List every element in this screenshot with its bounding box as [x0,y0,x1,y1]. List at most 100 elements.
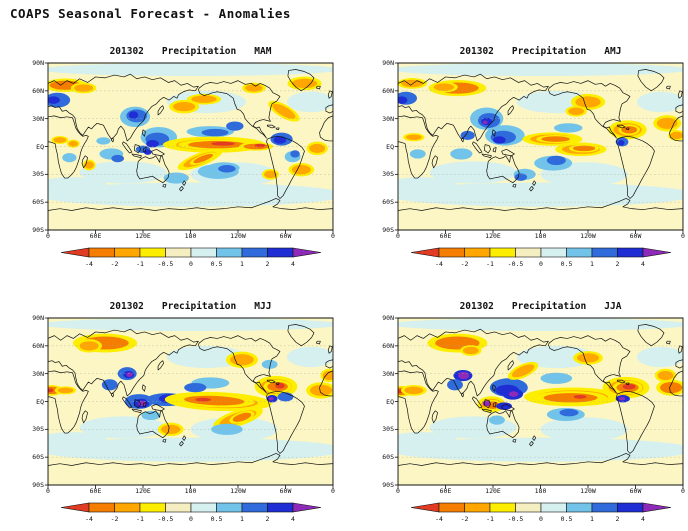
colorbar-svg: -4 -2 -1 -0.5 0 0.5 1 2 4 [410,247,671,268]
panel-title-season: MAM [254,46,272,57]
colorbar: -4 -2 -1 -0.5 0 0.5 1 2 4 [410,502,672,524]
colorbar-tick-label: 2 [615,260,619,268]
panel-title: 201302 Precipitation AMJ [398,46,683,57]
colorbar-segment [489,502,516,513]
colorbar-tick-label: 0.5 [560,515,572,523]
axis-ticks [45,63,333,234]
axis-ticks [395,63,683,234]
colorbar-tick-label: 0 [539,515,543,523]
colorbar-tick-label: -4 [435,260,443,268]
anomaly-field [48,318,333,462]
lon-tick-label: 120W [230,232,246,240]
colorbar-segment [190,247,217,258]
colorbar-tick-label: -2 [110,260,118,268]
colorbar-segment [215,502,242,513]
panel-title-season: AMJ [604,46,622,57]
lon-tick-label: 0 [681,487,685,495]
colorbar-tick-label: -0.5 [507,260,523,268]
colorbar-tick-label: -2 [110,515,118,523]
colorbar-tick-label: -1 [136,260,144,268]
lat-tick-label: 60N [382,86,394,95]
coastlines [48,69,333,230]
colorbar-tick-label: -1 [136,515,144,523]
lon-tick-label: 120W [230,487,246,495]
lon-tick-label: 60E [439,232,452,240]
lon-tick-label: 0 [46,232,50,240]
lat-tick-label: 60S [32,452,44,461]
colorbar-tick-label: -2 [460,260,468,268]
colorbar-tick-label: 1 [240,260,244,268]
colorbar-tick-label: -0.5 [157,515,173,523]
colorbar-tick-label: 2 [615,515,619,523]
lon-tick-label: 60E [439,487,452,495]
world-map [398,63,683,230]
map-panel-jja: 201302 Precipitation JJA 90N 60N 30N EQ 30S 60S… [382,301,685,523]
colorbar-tick-label: -4 [435,515,443,523]
lon-tick-label: 120E [135,232,151,240]
colorbar-segment [139,247,166,258]
lat-tick-label: 90N [382,58,394,67]
colorbar-svg: -4 -2 -1 -0.5 0 0.5 1 2 4 [410,502,671,523]
colorbar-left-arrow [410,247,439,258]
lon-tick-label: 60W [279,487,292,495]
colorbar-tick-label: 0 [189,515,193,523]
world-map [48,63,333,230]
colorbar-segment [266,502,293,513]
colorbar-segment [139,502,166,513]
colorbar-segment [463,247,490,258]
anomaly-field [48,63,333,207]
colorbar: -4 -2 -1 -0.5 0 0.5 1 2 4 [410,247,672,269]
colorbar-segment [438,502,465,513]
lat-tick-label: 90S [382,480,394,489]
colorbar-segment [591,502,618,513]
panel-title-date: 201302 [109,46,144,57]
colorbar-tick-label: 1 [240,515,244,523]
panel-title-season: JJA [604,301,622,312]
lat-tick-label: EQ [386,142,394,151]
lat-tick-label: 30N [382,369,394,378]
world-map [48,318,333,485]
lat-tick-label: EQ [36,397,44,406]
lon-tick-label: 120W [580,487,596,495]
colorbar-tick-label: -0.5 [157,260,173,268]
lon-tick-label: 180 [534,487,547,495]
colorbar-segment [489,247,516,258]
lat-tick-label: 60N [382,341,394,350]
colorbar-tick-label: 0.5 [210,260,222,268]
colorbar-tick-label: -2 [460,515,468,523]
lon-tick-label: 60E [89,487,102,495]
lat-tick-label: 60S [32,197,44,206]
lat-tick-label: 90N [32,313,44,322]
colorbar-tick-label: -4 [85,515,93,523]
colorbar: -4 -2 -1 -0.5 0 0.5 1 2 4 [60,502,322,524]
colorbar-right-arrow [642,247,671,258]
colorbar-tick-label: 0.5 [210,515,222,523]
colorbar-segment [591,247,618,258]
colorbar-svg: -4 -2 -1 -0.5 0 0.5 1 2 4 [60,502,321,523]
colorbar-segment [241,247,268,258]
panel-title: 201302 Precipitation MJJ [48,301,333,312]
colorbar-segment [438,247,465,258]
colorbar-segment [190,502,217,513]
world-map [398,318,683,485]
lon-tick-label: 180 [534,232,547,240]
lon-tick-label: 180 [184,487,197,495]
colorbar-segment [113,502,140,513]
colorbar-left-arrow [410,502,439,513]
lat-tick-label: EQ [36,142,44,151]
lat-tick-label: 90S [382,225,394,234]
lat-tick-label: 90N [382,313,394,322]
lon-tick-label: 0 [396,232,400,240]
colorbar-right-arrow [292,502,321,513]
colorbar-tick-label: 4 [641,260,645,268]
panel-title-date: 201302 [459,46,494,57]
lat-tick-label: 30S [32,425,44,434]
map-panel-amj: 201302 Precipitation AMJ 90N 60N 30N EQ 30S 60S… [382,46,685,268]
colorbar: -4 -2 -1 -0.5 0 0.5 1 2 4 [60,247,322,269]
colorbar-tick-label: 0 [189,260,193,268]
colorbar-right-arrow [642,502,671,513]
colorbar-segment [514,502,541,513]
colorbar-left-arrow [60,247,89,258]
colorbar-tick-label: 4 [291,260,295,268]
colorbar-segment [463,502,490,513]
